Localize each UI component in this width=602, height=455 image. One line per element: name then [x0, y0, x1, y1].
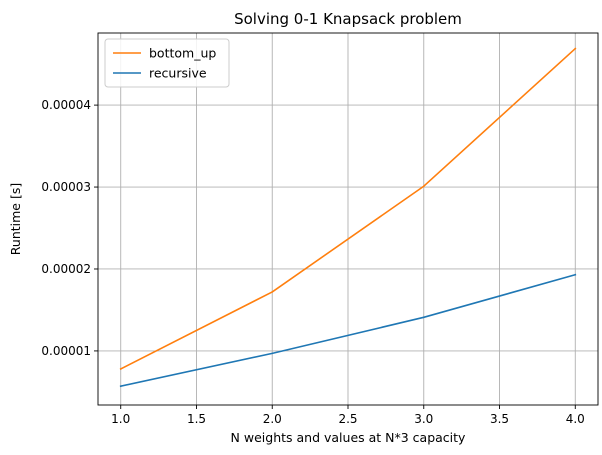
y-tick-label: 0.00004 [41, 98, 91, 112]
x-axis-label: N weights and values at N*3 capacity [231, 430, 467, 445]
chart-title: Solving 0-1 Knapsack problem [234, 10, 462, 28]
legend: bottom_up recursive [104, 38, 230, 88]
x-tick-label: 2.0 [263, 412, 282, 426]
legend-box [104, 38, 230, 88]
x-tick-label: 2.5 [338, 412, 357, 426]
series-line-recursive [119, 273, 577, 388]
x-tick-label: 3.0 [414, 412, 433, 426]
data-point-bottom-up [574, 47, 577, 50]
x-tick-label: 4.0 [566, 412, 585, 426]
legend-label: recursive [149, 66, 207, 81]
data-point-bottom-up [271, 291, 274, 293]
grid-layer [98, 33, 598, 405]
legend-label: bottom_up [149, 46, 216, 61]
ticks-layer: 1.0 1.5 2.0 2.5 3.0 3.5 4.0 0.00001 0.00002 0.000… [41, 98, 584, 426]
x-tick-label: 3.5 [490, 412, 509, 426]
y-axis-label: Runtime [s] [8, 183, 23, 255]
data-point-recursive [119, 385, 122, 387]
data-point-bottom-up [422, 185, 425, 188]
data-point-bottom-up [119, 368, 122, 370]
x-tick-label: 1.0 [111, 412, 130, 426]
series-layer [119, 47, 577, 388]
y-tick-label: 0.00003 [41, 180, 91, 194]
y-tick-label: 0.00002 [41, 262, 91, 276]
data-point-recursive [271, 352, 274, 355]
series-line-bottom-up [119, 47, 577, 371]
data-point-recursive [422, 316, 425, 319]
data-point-recursive [574, 273, 577, 276]
x-tick-label: 1.5 [187, 412, 206, 426]
y-tick-label: 0.00001 [41, 344, 91, 358]
